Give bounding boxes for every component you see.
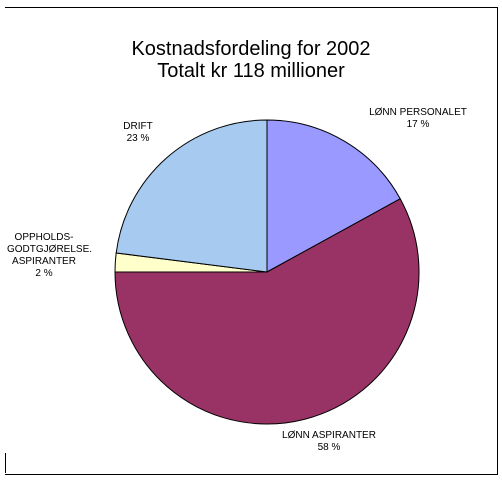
slice-lonn-aspiranter	[114, 198, 420, 425]
slice-lonn-personalet	[266, 119, 401, 273]
label-lonn-aspiranter: LØNN ASPIRANTER 58 %	[282, 430, 376, 453]
label-oppholdsgodtgjorelse: OPPHOLDS- GODTGJØRELSE. ASPIRANTER 2 %	[7, 232, 93, 279]
chart-title: Kostnadsfordeling for 2002	[131, 38, 371, 60]
chart-subtitle: Totalt kr 118 millioner	[157, 60, 345, 82]
frame-edge	[5, 453, 6, 473]
label-lonn-personalet: LØNN PERSONALET 17 %	[369, 107, 467, 130]
label-drift: DRIFT 23 %	[123, 121, 153, 144]
slice-drift	[115, 119, 268, 273]
